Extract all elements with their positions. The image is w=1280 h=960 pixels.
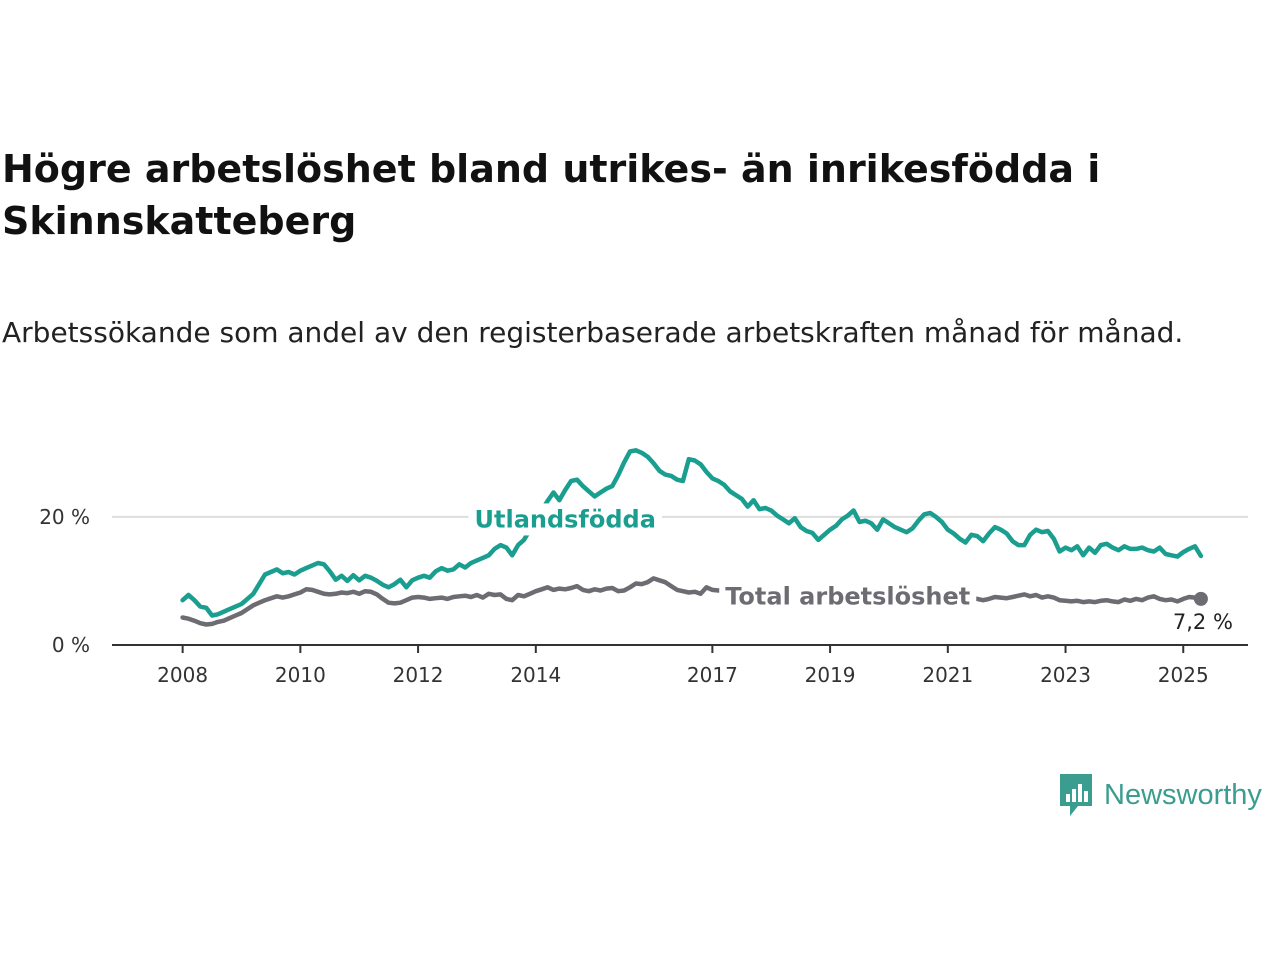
- y-axis: 0 % 20 %: [39, 505, 90, 657]
- line-chart: 2008 2010 2012 2014 2017 2019 2021 2023 2025 0 %…: [39, 448, 1248, 687]
- x-tick-label: 2019: [805, 663, 856, 687]
- x-tick-label: 2014: [510, 663, 561, 687]
- newsworthy-brand: Newsworthy: [1058, 770, 1262, 820]
- x-tick-label: 2025: [1158, 663, 1209, 687]
- x-tick-label: 2023: [1040, 663, 1091, 687]
- end-value-label: 7,2 %: [1173, 610, 1233, 634]
- label-background: [719, 580, 977, 613]
- chart-title: Högre arbetslöshet bland utrikes- än inr…: [2, 147, 1101, 243]
- x-tick-label: 2010: [275, 663, 326, 687]
- series-label: Utlandsfödda: [475, 505, 656, 533]
- x-tick-label: 2021: [922, 663, 973, 687]
- series-lines: [180, 448, 1204, 627]
- series-labels: Utlandsfödda Total arbetslöshet 7,2 %: [468, 503, 1233, 634]
- y-tick-label: 0 %: [52, 633, 90, 657]
- end-point-marker: [1193, 591, 1208, 606]
- x-tick-label: 2017: [687, 663, 738, 687]
- chart-subtitle: Arbetssökande som andel av den registerb…: [2, 316, 1184, 349]
- brand-name: Newsworthy: [1104, 778, 1262, 811]
- series-line-1: [180, 576, 1204, 627]
- x-tick-label: 2008: [157, 663, 208, 687]
- x-tick-label: 2012: [393, 663, 444, 687]
- newsworthy-logo-icon: [1060, 774, 1092, 816]
- label-background: [468, 503, 662, 536]
- series-label: Total arbetslöshet: [725, 582, 970, 610]
- y-tick-label: 20 %: [39, 505, 90, 529]
- series-line-0: [180, 448, 1204, 618]
- x-axis: 2008 2010 2012 2014 2017 2019 2021 2023 2025: [112, 644, 1248, 687]
